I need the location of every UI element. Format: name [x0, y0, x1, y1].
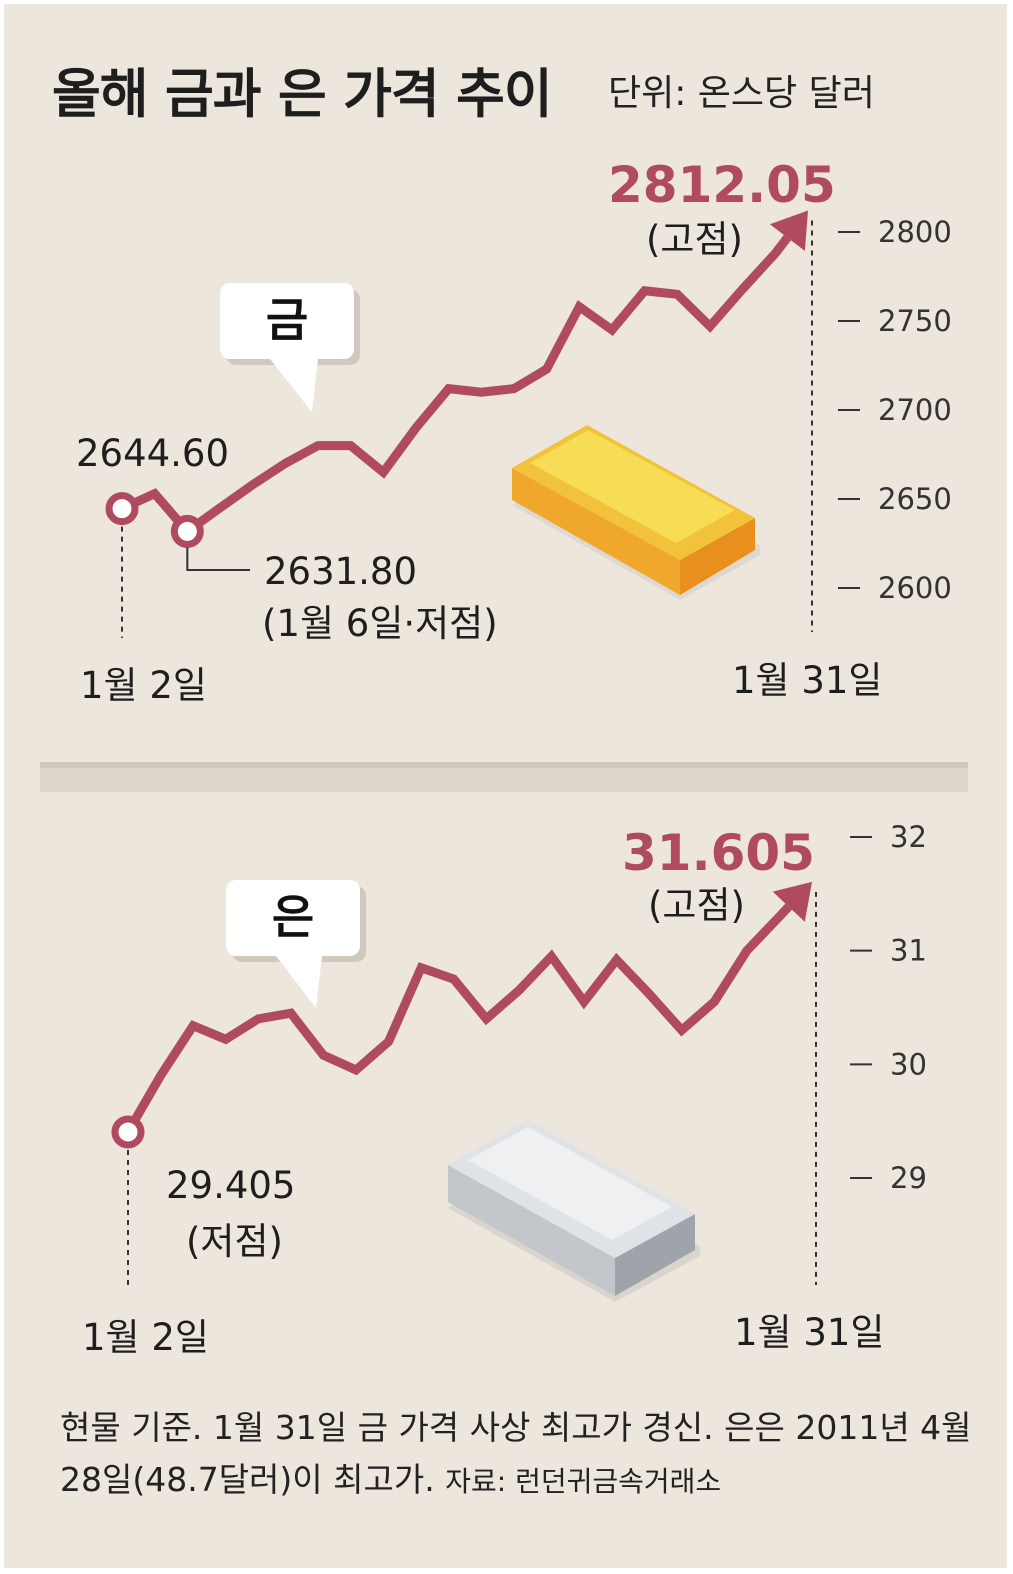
x-start-label: 1월 2일: [82, 1316, 209, 1359]
series-arrowhead: [769, 210, 808, 251]
high-value-label: 2812.05: [608, 156, 836, 214]
silver-chart: 29 30 31 32 은 1월 2일 1월 31일 29.405 (저점) 31.605(고점): [82, 820, 927, 1359]
gold-bar-icon: [512, 425, 760, 600]
data-point-marker: [105, 492, 139, 526]
y-tick-label: 2700: [878, 393, 952, 427]
low-value-label: 29.405: [166, 1164, 295, 1207]
y-tick-label: 2600: [878, 571, 952, 605]
footnote-text: 현물 기준. 1월 31일 금 가격 사상 최고가 경신. 은은 2011년 4…: [60, 1408, 972, 1499]
y-tick-label: 2800: [878, 215, 952, 249]
bubble-tail: [270, 359, 318, 412]
low-value-label: 2631.80: [264, 550, 417, 593]
y-tick-label: 32: [890, 820, 927, 854]
low-note-label: (1월 6일·저점): [262, 602, 498, 645]
low-note-label: (저점): [186, 1220, 283, 1263]
footnote: 현물 기준. 1월 31일 금 가격 사상 최고가 경신. 은은 2011년 4…: [60, 1402, 980, 1508]
x-start-label: 1월 2일: [80, 664, 207, 707]
x-end-label: 1월 31일: [732, 659, 882, 702]
y-tick-label: 2650: [878, 482, 952, 516]
y-tick-label: 2750: [878, 304, 952, 338]
x-end-label: 1월 31일: [734, 1311, 884, 1354]
bubble-tail: [276, 956, 322, 1008]
series-name-label: 은: [272, 890, 314, 944]
series-line: [124, 903, 792, 1135]
high-value-label: 31.605: [622, 824, 815, 882]
high-note-label: (고점): [646, 218, 743, 261]
high-note-label: (고점): [648, 884, 745, 927]
bubble-box: [220, 283, 354, 359]
silver-bar-icon: [448, 1120, 700, 1302]
y-tick-label: 30: [890, 1047, 927, 1081]
series-name-label: 금: [266, 293, 308, 347]
y-tick-label: 29: [890, 1161, 927, 1195]
bubble-box: [226, 880, 360, 956]
section-divider-shadow: [40, 762, 968, 768]
y-tick-label: 31: [890, 934, 927, 968]
gold-chart: 2600 2650 2700 2750 2800 금 1월 2일 1월 31일 2644.60 2…: [76, 156, 952, 707]
unit-label: 단위: 온스당 달러: [608, 73, 875, 114]
series-arrowhead: [772, 881, 812, 922]
source-label: 자료: 런던귀금속거래소: [445, 1465, 722, 1498]
start-value-label: 2644.60: [76, 432, 229, 475]
low-leader-line: [186, 547, 250, 571]
series-line: [120, 234, 791, 538]
chart-title: 올해 금과 은 가격 추이: [52, 64, 553, 125]
data-point-marker: [111, 1115, 145, 1149]
data-point-marker: [170, 514, 204, 548]
